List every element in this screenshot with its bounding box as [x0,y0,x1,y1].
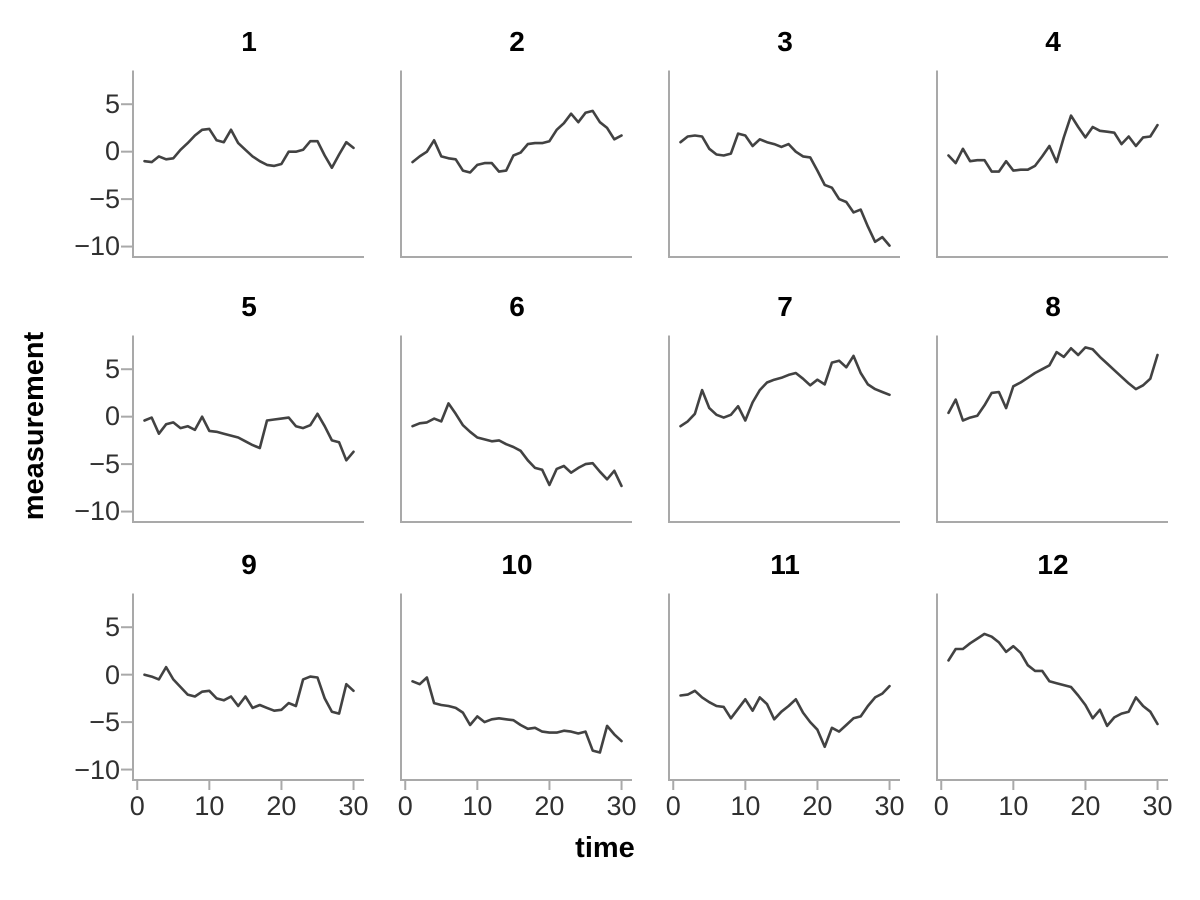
facet-plot [668,335,900,523]
facet-title: 3 [777,25,793,57]
measurement-line [143,665,355,715]
measurement-line [411,109,623,174]
facet-plot [936,70,1168,258]
x-tick-label: 0 [397,791,413,821]
facet-title: 6 [509,290,525,322]
x-axis-title: time [575,832,635,864]
y-tick-label: 5 [104,353,120,384]
facet-title: 8 [1045,290,1061,322]
x-tick-label: 30 [338,791,369,821]
x-tick-label: 20 [802,791,833,821]
measurement-line [411,676,623,754]
facet-plot [668,593,900,790]
x-tick-label: 10 [998,791,1029,821]
x-tick-label: 10 [462,791,493,821]
facet-plot [936,593,1168,790]
measurement-line [679,131,891,247]
facet-title: 1 [241,25,257,57]
facet-plot [121,593,364,790]
y-tick-label: −5 [89,448,120,479]
measurement-line [947,113,1159,173]
facet-plot [121,335,364,523]
facet-title: 2 [509,25,525,57]
measurement-line [143,412,355,462]
x-tick-label: 0 [933,791,949,821]
x-tick-label: 30 [874,791,905,821]
x-tick-label: 30 [1142,791,1173,821]
measurement-line [679,684,891,749]
facet-title: 5 [241,290,257,322]
y-tick-label: 5 [104,88,120,119]
measurement-line [947,345,1159,422]
facet-plot [400,335,632,523]
facet-plot [121,70,364,258]
facet-title: 7 [777,290,793,322]
facet-plot [400,593,632,790]
y-tick-label: −10 [74,754,120,785]
facet-title: 10 [501,549,533,580]
y-tick-label: −10 [74,231,120,262]
facet-title: 11 [770,549,800,580]
x-tick-label: 20 [534,791,565,821]
y-tick-label: −10 [74,496,120,527]
facet-plot [936,335,1168,523]
y-tick-label: −5 [89,183,120,214]
measurement-line [143,127,355,169]
y-tick-label: 0 [104,401,120,432]
measurement-line [947,632,1159,728]
facet-title: 12 [1037,549,1069,580]
measurement-line [411,401,623,487]
facet-title: 9 [241,549,257,580]
x-tick-label: 0 [129,791,145,821]
facet-plot [400,70,632,258]
facet-plot [668,70,900,258]
x-tick-label: 10 [730,791,761,821]
y-tick-label: 0 [104,136,120,167]
measurement-line [679,354,891,427]
y-tick-label: −5 [89,707,120,738]
x-tick-label: 20 [1070,791,1101,821]
x-tick-label: 30 [606,791,637,821]
x-tick-label: 20 [266,791,297,821]
y-tick-label: 0 [104,659,120,690]
x-tick-label: 10 [194,791,225,821]
x-tick-label: 0 [665,791,681,821]
y-tick-label: 5 [104,612,120,643]
facet-title: 4 [1045,25,1061,57]
